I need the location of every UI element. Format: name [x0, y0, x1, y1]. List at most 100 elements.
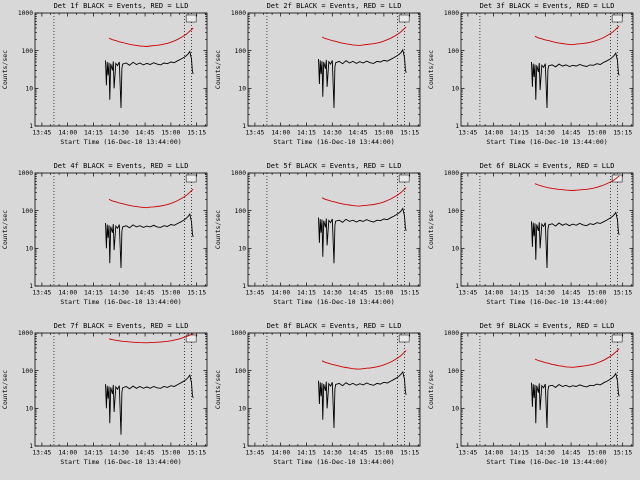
x-tick-label: 14:30 [536, 290, 555, 297]
x-axis-label: Start Time (16-Dec-10 13:44:00) [486, 458, 607, 466]
x-tick-label: 15:15 [187, 130, 206, 137]
y-tick-label: 10 [25, 86, 33, 93]
x-tick-label: 14:15 [297, 130, 316, 137]
lld-series [108, 27, 194, 47]
x-axis-label: Start Time (16-Dec-10 13:44:00) [273, 138, 394, 146]
y-tick-label: 1000 [444, 170, 459, 177]
chart-det-1f: Det 1f BLACK = Events, RED = LLD 13:45 14:… [1, 2, 208, 146]
chart-title: Det 4f BLACK = Events, RED = LLD [54, 162, 189, 170]
panel-det-1f: Det 1f BLACK = Events, RED = LLD 13:45 14:… [0, 0, 213, 160]
x-tick-label: 13:45 [458, 450, 477, 457]
x-tick-label: 15:00 [374, 290, 393, 297]
x-tick-label: 13:45 [245, 450, 264, 457]
x-tick-label: 14:30 [323, 290, 342, 297]
events-series [105, 374, 194, 435]
y-tick-label: 10 [451, 246, 459, 253]
y-tick-label: 1000 [444, 10, 459, 17]
x-tick-label: 14:00 [58, 130, 77, 137]
x-tick-label: 14:45 [136, 290, 155, 297]
chart-det-5f: Det 5f BLACK = Events, RED = LLD 13:45 14:… [214, 162, 421, 306]
y-tick-label: 1000 [18, 170, 33, 177]
y-tick-label: 1 [242, 443, 246, 450]
events-series [531, 51, 620, 109]
y-tick-label: 1000 [231, 10, 246, 17]
y-tick-label: 10 [25, 246, 33, 253]
plot-frame [460, 12, 634, 127]
chart-title: Det 1f BLACK = Events, RED = LLD [54, 2, 189, 10]
inset-marker-box [611, 14, 623, 23]
y-tick-label: 1000 [18, 330, 33, 337]
lld-series [321, 187, 407, 207]
y-tick-label: 1 [455, 443, 459, 450]
inset-marker-box [398, 334, 410, 343]
y-axis-label: Counts/sec [427, 210, 435, 249]
y-axis-label: Counts/sec [1, 210, 9, 249]
x-tick-label: 14:45 [562, 290, 581, 297]
inset-marker-box [611, 334, 623, 343]
chart-title: Det 3f BLACK = Events, RED = LLD [480, 2, 615, 10]
x-tick-label: 13:45 [32, 130, 51, 137]
x-tick-label: 14:00 [271, 450, 290, 457]
x-tick-label: 15:00 [374, 130, 393, 137]
x-tick-label: 14:30 [323, 130, 342, 137]
y-tick-label: 10 [238, 86, 246, 93]
x-tick-label: 14:15 [297, 290, 316, 297]
x-tick-label: 15:15 [613, 450, 632, 457]
x-tick-label: 14:15 [510, 450, 529, 457]
y-tick-label: 1 [242, 123, 246, 130]
x-tick-label: 14:15 [510, 290, 529, 297]
y-tick-label: 10 [238, 246, 246, 253]
x-tick-label: 14:00 [271, 130, 290, 137]
events-series [318, 207, 407, 264]
x-axis-label: Start Time (16-Dec-10 13:44:00) [60, 298, 181, 306]
plot-frame [460, 332, 634, 447]
chart-title: Det 8f BLACK = Events, RED = LLD [267, 322, 402, 330]
events-series [531, 211, 620, 269]
panel-det-7f: Det 7f BLACK = Events, RED = LLD 13:45 14:… [0, 320, 213, 480]
lld-series [534, 348, 620, 368]
y-tick-label: 1 [242, 283, 246, 290]
y-tick-label: 10 [25, 406, 33, 413]
plot-frame [247, 12, 421, 127]
x-tick-label: 13:45 [32, 450, 51, 457]
x-tick-label: 14:30 [536, 450, 555, 457]
y-tick-label: 1 [29, 443, 33, 450]
x-tick-label: 14:45 [349, 290, 368, 297]
y-tick-label: 100 [448, 48, 460, 55]
x-tick-label: 15:15 [187, 290, 206, 297]
chart-title: Det 6f BLACK = Events, RED = LLD [480, 162, 615, 170]
x-tick-label: 14:30 [110, 130, 129, 137]
x-axis-label: Start Time (16-Dec-10 13:44:00) [60, 458, 181, 466]
inset-marker-box [398, 14, 410, 23]
x-tick-label: 15:00 [374, 450, 393, 457]
x-tick-label: 15:15 [400, 450, 419, 457]
x-tick-label: 14:45 [136, 130, 155, 137]
events-series [318, 370, 407, 429]
x-tick-label: 14:00 [484, 450, 503, 457]
y-tick-label: 10 [451, 86, 459, 93]
inset-marker-box [185, 174, 197, 183]
x-tick-label: 13:45 [458, 290, 477, 297]
y-tick-label: 1 [455, 283, 459, 290]
y-tick-label: 1 [455, 123, 459, 130]
lld-series [321, 26, 407, 46]
chart-title: Det 7f BLACK = Events, RED = LLD [54, 322, 189, 330]
chart-det-8f: Det 8f BLACK = Events, RED = LLD 13:45 14:… [214, 322, 421, 466]
x-tick-label: 15:00 [587, 130, 606, 137]
panel-det-9f: Det 9f BLACK = Events, RED = LLD 13:45 14:… [426, 320, 639, 480]
x-tick-label: 15:00 [161, 130, 180, 137]
y-tick-label: 100 [235, 208, 247, 215]
x-axis-label: Start Time (16-Dec-10 13:44:00) [273, 298, 394, 306]
events-series [105, 50, 194, 109]
x-tick-label: 14:30 [110, 450, 129, 457]
x-tick-label: 15:00 [587, 290, 606, 297]
x-tick-label: 14:15 [84, 290, 103, 297]
chart-det-9f: Det 9f BLACK = Events, RED = LLD 13:45 14:… [427, 322, 634, 466]
x-tick-label: 14:00 [271, 290, 290, 297]
plot-frame [34, 172, 208, 287]
x-tick-label: 13:45 [458, 130, 477, 137]
y-tick-label: 1 [29, 123, 33, 130]
x-tick-label: 14:30 [536, 130, 555, 137]
panel-det-8f: Det 8f BLACK = Events, RED = LLD 13:45 14:… [213, 320, 426, 480]
x-tick-label: 15:15 [400, 130, 419, 137]
